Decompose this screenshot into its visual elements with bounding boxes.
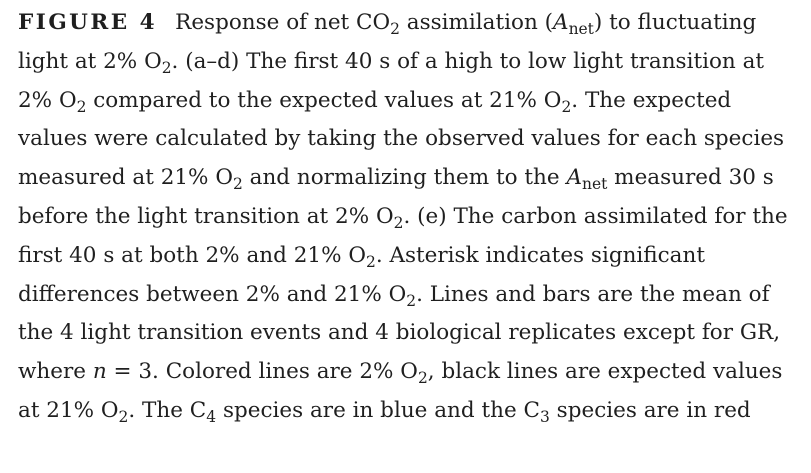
subscript: 4 (206, 407, 217, 426)
subscript: 2 (393, 213, 404, 232)
caption-text: and normalizing them to the (242, 165, 567, 191)
caption-text: . The expected values were calculated by… (18, 87, 785, 191)
subscript: 2 (561, 97, 572, 116)
caption-text: species are in red (549, 397, 751, 423)
subscript: 2 (232, 175, 243, 194)
italic-symbol: n (92, 359, 107, 385)
subscript: 2 (118, 407, 129, 426)
caption-text: , black lines are expected values at 21%… (18, 359, 783, 423)
subscript: 3 (540, 407, 550, 426)
caption-text: ) to fluctuating light at 2% O (18, 10, 757, 74)
caption-text: . Lines and bars are the mean of the 4 l… (18, 281, 781, 385)
caption-text: . (e) The carbon assimilated for the fir… (18, 203, 788, 268)
figure-caption: FIGURE 4 Response of net CO2 assimilation… (18, 10, 788, 426)
italic-symbol: A (566, 165, 582, 191)
subscript: net (582, 175, 608, 194)
subscript: net (568, 19, 594, 38)
caption-text: . Asterisk indicates significant differe… (18, 242, 705, 307)
caption-text: = 3. Colored lines are 2% O (106, 359, 418, 385)
caption-text: measured 30 s before the light transitio… (18, 165, 774, 229)
subscript: 2 (161, 58, 172, 77)
caption-text: assimilation ( (399, 10, 554, 35)
subscript: 2 (406, 291, 417, 310)
caption-text: Response of net CO (175, 10, 391, 35)
subscript: 2 (390, 19, 400, 38)
caption-text: compared to the expected values at 21% O (86, 87, 562, 113)
caption-text: . (a–d) The first 40 s of a high to low … (18, 48, 765, 113)
italic-symbol: A (553, 10, 569, 35)
figure-label: FIGURE 4 (18, 10, 158, 35)
subscript: 2 (76, 97, 87, 116)
caption-text: species are in blue and the C (216, 397, 540, 423)
subscript: 2 (365, 252, 376, 271)
caption-text: . The C (128, 397, 207, 423)
subscript: 2 (417, 369, 428, 388)
